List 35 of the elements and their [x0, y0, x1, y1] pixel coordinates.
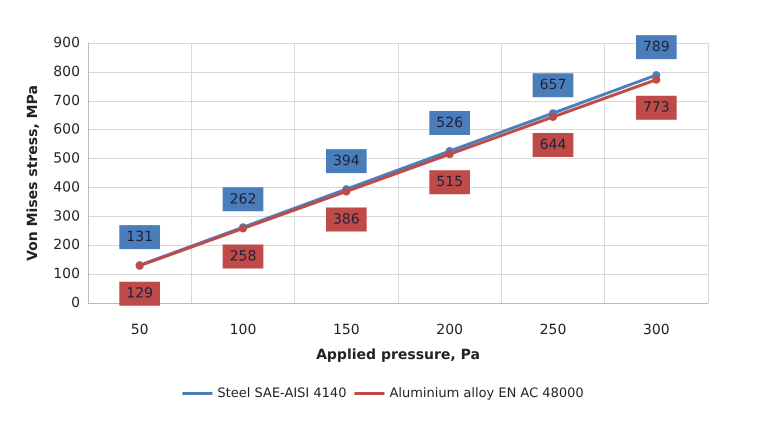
data-label: 262: [230, 191, 256, 208]
x-tick-label: 100: [230, 322, 256, 338]
x-tick-label: 150: [332, 322, 360, 338]
x-axis-title: Applied pressure, Pa: [316, 347, 480, 363]
data-label: 789: [642, 39, 670, 56]
y-tick-label: 300: [53, 208, 80, 224]
x-tick-label: 300: [642, 322, 670, 338]
y-tick-label: 100: [53, 266, 80, 282]
y-axis-title: Von Mises stress, MPa: [25, 85, 41, 261]
y-tick-label: 700: [53, 92, 80, 109]
data-label: 644: [540, 136, 566, 153]
point: [549, 112, 557, 121]
x-tick-label: 200: [436, 322, 464, 338]
y-tick-label: 900: [53, 35, 80, 51]
y-tick-label: 800: [53, 64, 80, 80]
legend-label: Aluminium alloy EN AC 48000: [389, 386, 584, 401]
data-label: 657: [540, 77, 566, 94]
data-label: 394: [332, 153, 360, 170]
data-label: 131: [126, 229, 154, 246]
legend-label: Steel SAE-AISI 4140: [217, 386, 346, 401]
x-tick-label: 250: [540, 322, 566, 338]
y-tick-label: 200: [53, 237, 80, 254]
y-tick-label: 0: [71, 295, 80, 311]
data-label: 386: [332, 211, 360, 228]
data-label: 526: [436, 115, 464, 132]
point: [446, 150, 454, 158]
y-tick-label: 500: [53, 150, 80, 167]
y-tick-label: 400: [53, 179, 80, 196]
data-label: 515: [436, 174, 464, 190]
data-label: 258: [230, 248, 256, 264]
y-tick-label: 600: [53, 122, 80, 138]
point: [652, 76, 660, 84]
x-tick-label: 50: [130, 322, 149, 338]
data-label: 129: [126, 286, 154, 302]
data-label: 773: [642, 100, 670, 116]
